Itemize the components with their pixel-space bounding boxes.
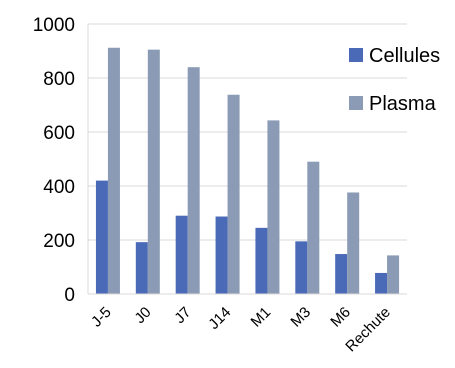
y-tick-label: 200: [43, 231, 75, 252]
legend: Cellules Plasma: [349, 45, 440, 115]
x-tick-label: Rechute: [342, 304, 394, 356]
bar-cellules-m1: [255, 227, 268, 294]
x-tick-label: M1: [248, 304, 275, 331]
bar-cellules-rechute: [375, 272, 388, 294]
y-tick-label: 400: [43, 177, 75, 198]
x-tick-label: J-5: [88, 304, 115, 331]
bar-plasma-m1: [267, 120, 280, 294]
bar-cellules-m6: [335, 254, 348, 294]
legend-swatch-cellules: [349, 48, 363, 62]
y-tick-label: 1000: [33, 15, 75, 36]
x-tick-label: M6: [327, 304, 354, 331]
legend-swatch-plasma: [349, 96, 363, 110]
y-tick-label: 800: [43, 69, 75, 90]
bar-plasma-m6: [347, 192, 360, 294]
bar-plasma-m3: [307, 161, 320, 294]
legend-label-cellules: Cellules: [369, 45, 440, 67]
legend-label-plasma: Plasma: [369, 93, 437, 115]
bar-plasma-j7: [187, 67, 200, 294]
bar-cellules-j14: [215, 216, 228, 294]
x-tick-label: J14: [205, 304, 234, 333]
bar-cellules-j0: [135, 242, 148, 294]
bar-plasma-j-5: [107, 47, 120, 295]
bars: [95, 47, 400, 295]
y-tick-label: 600: [43, 123, 75, 144]
bar-cellules-j7: [175, 215, 188, 294]
bar-plasma-j14: [227, 94, 240, 295]
y-tick-label: 0: [64, 285, 75, 306]
axes: [87, 24, 407, 295]
bar-cellules-j-5: [95, 180, 108, 294]
x-tick-label: J0: [131, 304, 154, 327]
x-tick-label: J7: [171, 304, 194, 327]
bar-plasma-j0: [147, 49, 160, 295]
y-tick-labels: 0 200 400 600 800 1000: [33, 15, 75, 306]
bar-plasma-rechute: [387, 255, 400, 294]
bar-cellules-m3: [295, 241, 308, 294]
x-tick-label: M3: [287, 304, 314, 331]
